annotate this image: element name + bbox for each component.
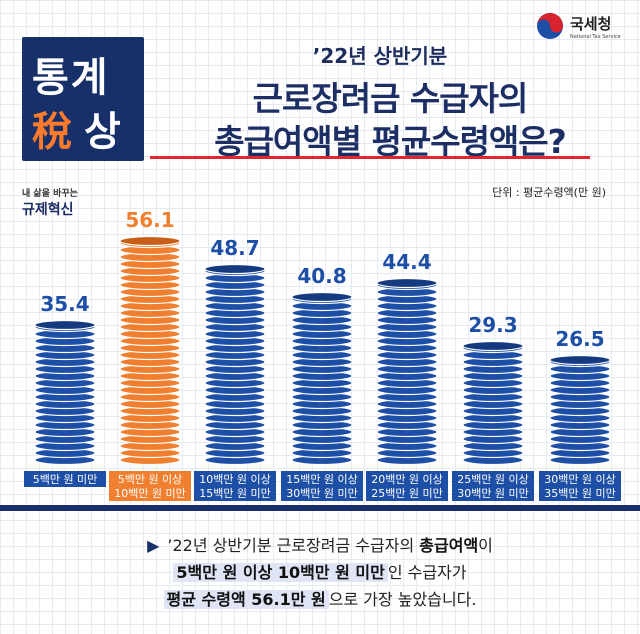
value-label-3: 40.8	[297, 264, 346, 288]
bar-1	[119, 235, 181, 466]
conclusion-text: ▶ ’22년 상반기분 근로장려금 수급자의 총급여액이 5백만 원 이상 10백…	[0, 532, 640, 613]
value-label-5: 29.3	[468, 313, 517, 337]
category-label-3-0: 15백만 원 이상	[286, 473, 358, 486]
conclusion-line2-b: 인 수급자가	[387, 563, 467, 582]
chart-baseline	[0, 505, 640, 511]
title-underline	[150, 156, 590, 159]
conclusion-line1-c: 이	[478, 536, 493, 555]
category-label-1-1: 10백만 원 미만	[114, 487, 186, 500]
bar-5	[462, 340, 524, 466]
agency-logo: 국세청 National Tax Service	[536, 12, 621, 40]
category-label-2-0: 10백만 원 이상	[199, 473, 271, 486]
category-box-0	[24, 471, 106, 487]
conclusion-line2-a: 5백만 원 이상 10백만 원 미만	[173, 563, 388, 582]
category-label-4-1: 25백만 원 미만	[371, 487, 443, 500]
bar-2	[204, 263, 266, 466]
category-label-3-1: 30백만 원 미만	[286, 487, 358, 500]
category-label-1-0: 5백만 원 이상	[118, 473, 183, 486]
bar-3	[291, 291, 353, 466]
regulation-badge: 내 삶을 바꾸는 규제혁신	[22, 186, 102, 219]
value-label-2: 48.7	[210, 236, 259, 260]
badge-small-text: 내 삶을 바꾸는	[22, 189, 78, 199]
conclusion-line3: 평균 수령액 56.1만 원 으로 가장 높았습니다.	[0, 586, 640, 613]
category-label-4-0: 20백만 원 이상	[371, 473, 443, 486]
badge-big-text: 규제혁신	[22, 202, 74, 218]
logo-line1: 통계	[32, 55, 110, 101]
logo-line2-sang: 상	[84, 109, 121, 155]
subtitle: ’22년 상반기분	[312, 44, 448, 68]
title-line1: 근로장려금 수급자의	[252, 79, 529, 118]
conclusion-line1-a: ’22년 상반기분 근로장려금 수급자의	[167, 536, 420, 555]
category-box-4	[366, 471, 448, 501]
category-label-5-1: 30백만 원 미만	[457, 487, 529, 500]
bar-0	[34, 319, 96, 466]
logo-line2-tax: 稅	[32, 109, 72, 155]
category-label-6-1: 35백만 원 미만	[544, 487, 616, 500]
category-label-6-0: 30백만 원 이상	[544, 473, 616, 486]
category-label-0-0: 5백만 원 미만	[33, 473, 98, 486]
category-box-3	[281, 471, 363, 501]
conclusion-line3-a: 평균 수령액 56.1만 원	[163, 590, 329, 609]
bar-6	[549, 354, 611, 466]
category-label-5-0: 25백만 원 이상	[457, 473, 529, 486]
category-box-5	[452, 471, 534, 501]
category-box-6	[539, 471, 621, 501]
conclusion-line3-b: 으로 가장 높았습니다.	[328, 590, 477, 609]
conclusion-line1-b: 총급여액	[419, 536, 479, 555]
value-label-1: 56.1	[125, 208, 174, 232]
value-label-4: 44.4	[382, 250, 431, 274]
bar-4	[376, 277, 438, 466]
title-line2: 총급여액별 평균수령액은?	[214, 122, 567, 161]
play-arrow-icon: ▶	[147, 536, 160, 555]
taeguk-emblem-icon	[537, 13, 563, 39]
conclusion-line1: ▶ ’22년 상반기분 근로장려금 수급자의 총급여액이	[0, 532, 640, 559]
agency-sub: National Tax Service	[570, 33, 621, 40]
unit-label: 단위 : 평균수령액(만 원)	[492, 186, 606, 199]
value-label-0: 35.4	[40, 292, 89, 316]
value-label-6: 26.5	[555, 327, 604, 351]
category-label-2-1: 15백만 원 미만	[199, 487, 271, 500]
category-box-2	[194, 471, 276, 501]
statistics-logo: 통계 稅 상	[22, 37, 144, 161]
category-box-1	[109, 471, 191, 501]
conclusion-line2: 5백만 원 이상 10백만 원 미만 인 수급자가	[0, 559, 640, 586]
agency-name: 국세청	[570, 14, 612, 33]
